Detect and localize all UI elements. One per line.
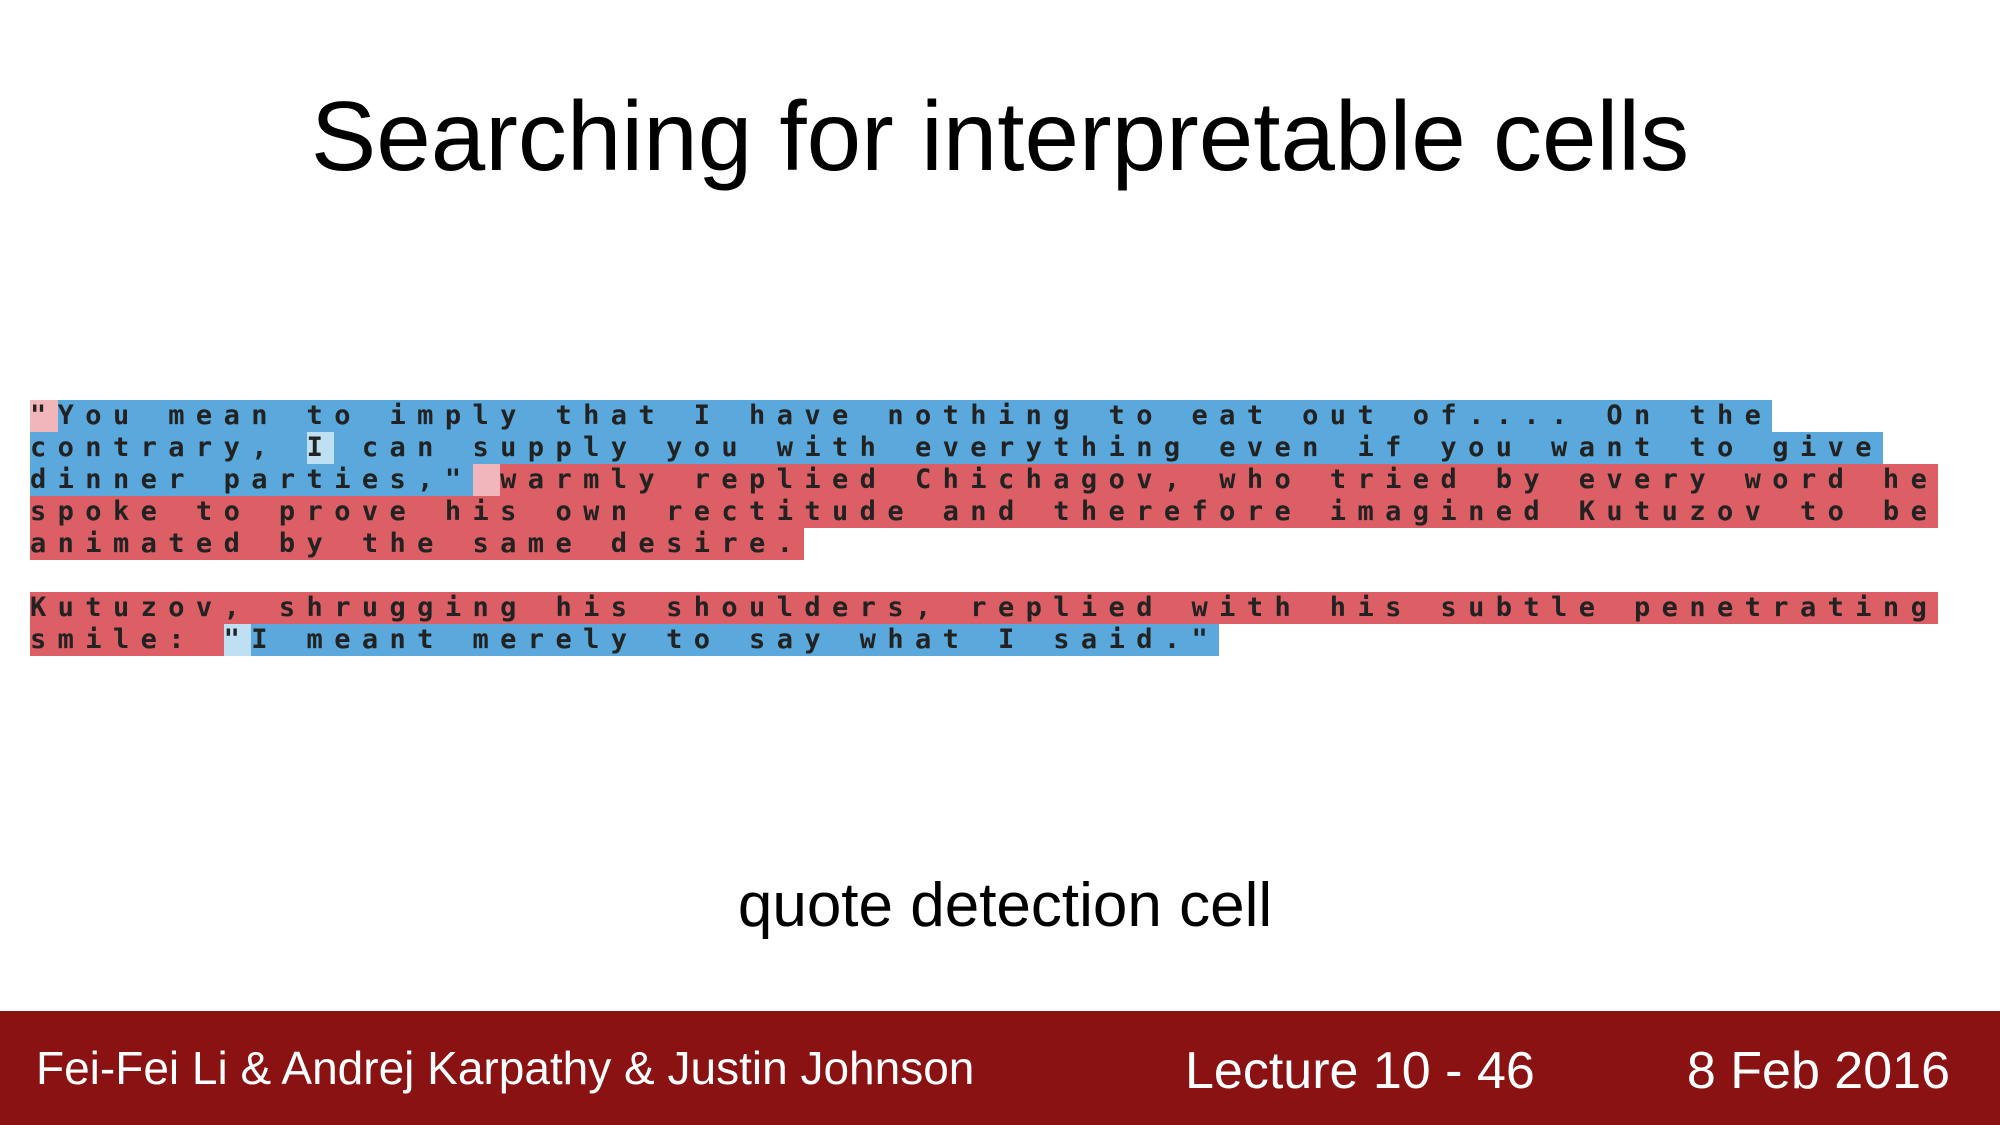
text-line: dinner parties," warmly replied Chichago… — [30, 464, 1970, 496]
text-segment: I meant merely to say what I said." — [251, 624, 1220, 656]
slide-title: Searching for interpretable cells — [310, 81, 1690, 191]
figure-caption: quote detection cell — [737, 871, 1273, 940]
text-line: animated by the same desire. — [30, 528, 1970, 560]
text-line: spoke to prove his own rectitude and the… — [30, 496, 1970, 528]
text-line: " You mean to imply that I have nothing t… — [30, 400, 1970, 432]
footer-lecture-number: Lecture 10 - 46 — [1185, 1042, 1535, 1100]
text-segment: You mean to imply that I have nothing to… — [57, 400, 1773, 432]
text-segment: can supply you with everything even if y… — [334, 432, 1883, 464]
text-segment: spoke to prove his own rectitude and the… — [30, 496, 1939, 528]
text-segment: contrary, — [30, 432, 307, 464]
text-segment: " — [223, 624, 252, 656]
text-segment: warmly replied Chichagov, who tried by e… — [500, 464, 1939, 496]
slide-footer: Fei-Fei Li & Andrej Karpathy & Justin Jo… — [0, 1011, 2000, 1125]
text-line: smile: " I meant merely to say what I sai… — [30, 624, 1970, 656]
footer-authors: Fei-Fei Li & Andrej Karpathy & Justin Jo… — [36, 1042, 975, 1094]
text-segment: I — [306, 432, 335, 464]
text-segment — [472, 464, 501, 496]
text-segment: animated by the same desire. — [30, 528, 805, 560]
text-line: contrary, I can supply you with everythi… — [30, 432, 1970, 464]
text-segment: Kutuzov, shrugging his shoulders, replie… — [30, 592, 1939, 624]
text-line-gap — [30, 560, 1970, 592]
text-segment: " — [30, 400, 58, 432]
footer-date: 8 Feb 2016 — [1686, 1042, 1950, 1100]
text-line: Kutuzov, shrugging his shoulders, replie… — [30, 592, 1970, 624]
text-segment: dinner parties," — [30, 464, 473, 496]
text-segment: smile: — [30, 624, 224, 656]
quote-cell-visualization: " You mean to imply that I have nothing t… — [30, 400, 1970, 656]
